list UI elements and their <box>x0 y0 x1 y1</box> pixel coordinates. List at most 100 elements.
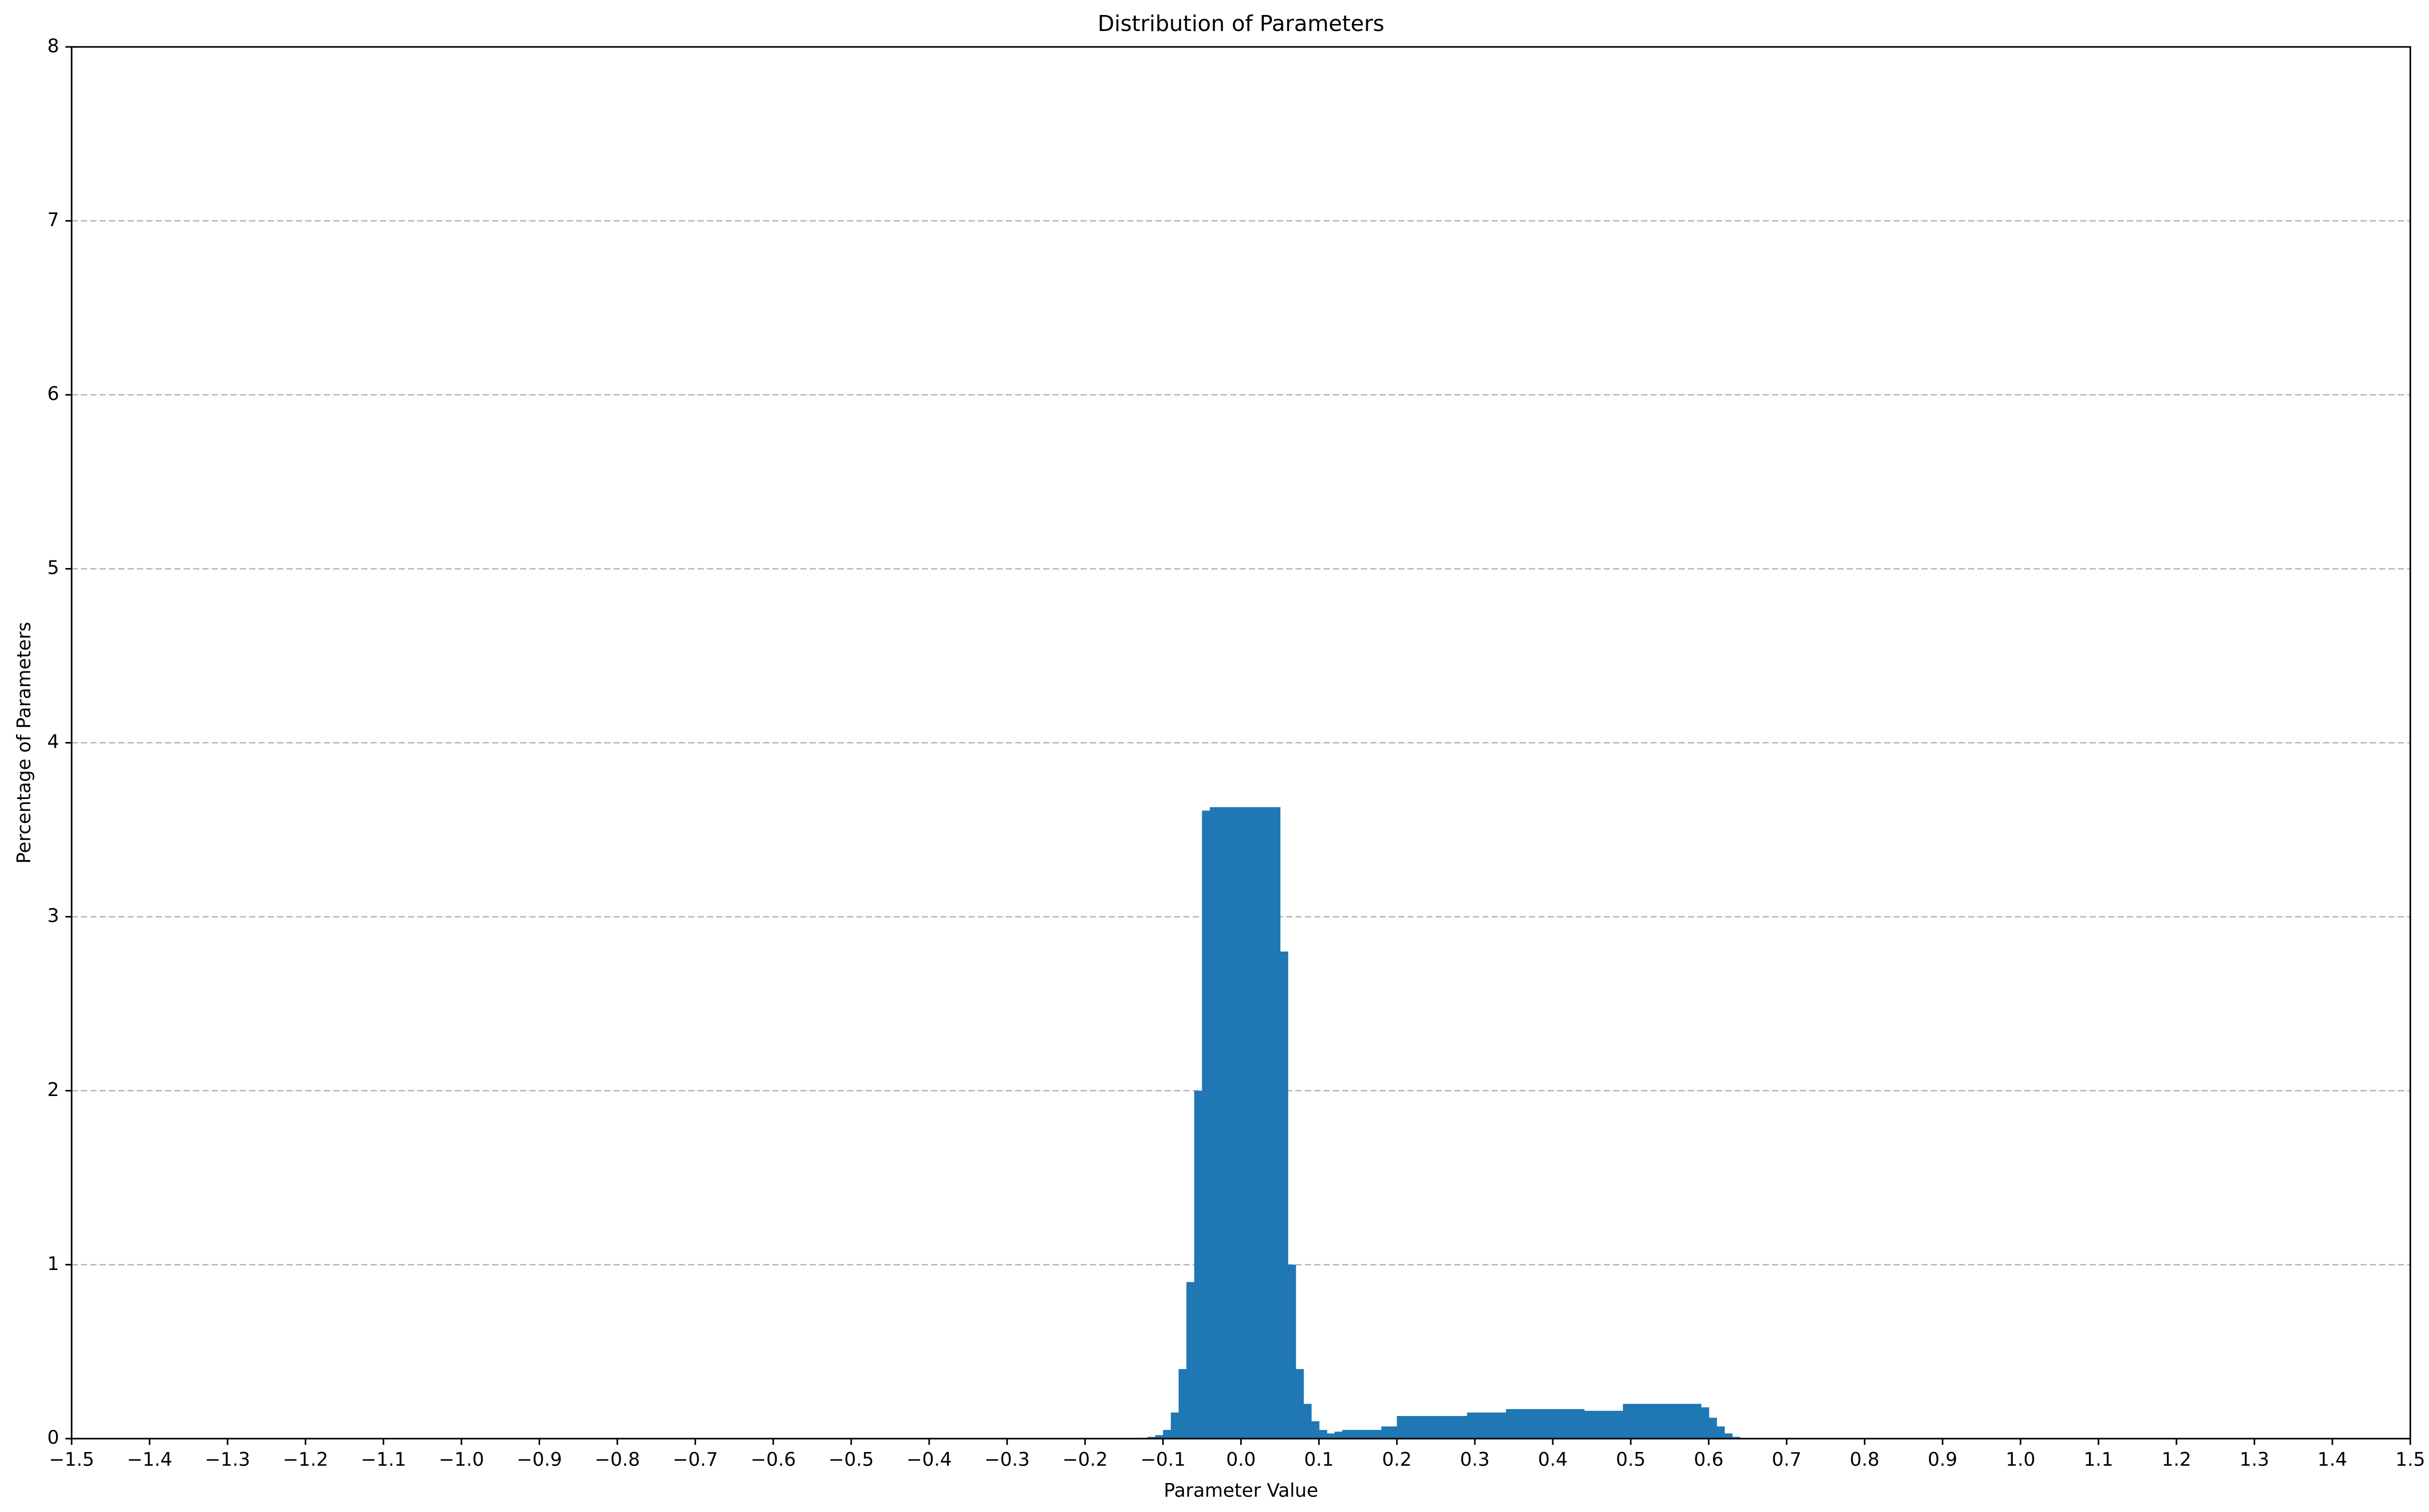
bar <box>1389 1426 1398 1439</box>
bar <box>1552 1409 1561 1439</box>
x-tick-label: −1.2 <box>283 1448 329 1470</box>
bar <box>1155 1435 1164 1439</box>
bar <box>1467 1412 1476 1439</box>
y-tick-label: 2 <box>48 1078 60 1100</box>
x-tick-label: 1.1 <box>2083 1448 2113 1470</box>
y-tick-label: 0 <box>48 1426 60 1448</box>
x-tick-label: −1.5 <box>49 1448 95 1470</box>
bar <box>1584 1410 1592 1439</box>
bar <box>1560 1409 1569 1439</box>
bar <box>1599 1410 1608 1439</box>
bar <box>1287 1264 1296 1439</box>
x-axis-label: Parameter Value <box>1164 1480 1318 1502</box>
bar <box>1326 1433 1335 1439</box>
bar <box>1607 1410 1616 1439</box>
bar <box>1529 1409 1538 1439</box>
chart-title: Distribution of Parameters <box>1098 12 1384 36</box>
bar <box>1537 1409 1546 1439</box>
bar <box>1233 807 1242 1439</box>
bar <box>1303 1404 1312 1439</box>
bar <box>1724 1433 1733 1439</box>
x-tick-label: 0.8 <box>1850 1448 1879 1470</box>
bar <box>1451 1416 1460 1439</box>
bar <box>1428 1416 1437 1439</box>
bar <box>1358 1430 1366 1439</box>
plot-frame <box>71 46 2411 1440</box>
bar <box>1498 1412 1507 1439</box>
x-tick-label: −0.3 <box>984 1448 1030 1470</box>
bar <box>1630 1404 1639 1439</box>
x-tick-label: −0.8 <box>595 1448 640 1470</box>
bar <box>1490 1412 1499 1439</box>
y-tick-label: 1 <box>48 1252 60 1274</box>
x-tick-label: −1.3 <box>205 1448 251 1470</box>
y-tick-label: 8 <box>48 34 60 56</box>
y-axis-label: Percentage of Parameters <box>13 622 35 864</box>
bar <box>1171 1412 1179 1439</box>
bar <box>1443 1416 1452 1439</box>
x-tick-label: −0.2 <box>1062 1448 1108 1470</box>
bar <box>1685 1404 1694 1439</box>
bar <box>1482 1412 1491 1439</box>
x-tick-label: 0.4 <box>1538 1448 1567 1470</box>
x-tick-label: 0.6 <box>1694 1448 1723 1470</box>
bar <box>1272 807 1281 1439</box>
bar <box>1514 1409 1522 1439</box>
y-tick-label: 7 <box>48 208 60 230</box>
x-tick-label: 0.0 <box>1226 1448 1256 1470</box>
x-tick-label: 1.3 <box>2239 1448 2269 1470</box>
bar <box>1256 807 1265 1439</box>
bar <box>1217 807 1226 1439</box>
bar <box>1210 807 1218 1439</box>
bar <box>1365 1430 1374 1439</box>
x-tick-label: 1.0 <box>2006 1448 2035 1470</box>
x-tick-label: −1.0 <box>439 1448 484 1470</box>
bar <box>1545 1409 1553 1439</box>
bar <box>1436 1416 1444 1439</box>
bar <box>1576 1409 1585 1439</box>
bar <box>1194 1090 1203 1439</box>
bar <box>1708 1418 1717 1439</box>
bar <box>1311 1421 1320 1439</box>
bar <box>1163 1430 1172 1439</box>
y-tick-label: 3 <box>48 904 60 926</box>
bar <box>1646 1404 1655 1439</box>
bar <box>1186 1282 1195 1439</box>
bar <box>1264 807 1273 1439</box>
bar <box>1225 807 1234 1439</box>
x-tick-label: −0.4 <box>907 1448 952 1470</box>
bar <box>1701 1407 1709 1439</box>
bar <box>1342 1430 1351 1439</box>
bar <box>1693 1404 1702 1439</box>
x-tick-label: 1.5 <box>2395 1448 2425 1470</box>
x-tick-label: −0.9 <box>517 1448 562 1470</box>
x-tick-label: −0.7 <box>673 1448 718 1470</box>
bar <box>1716 1426 1725 1439</box>
bar <box>1280 952 1288 1439</box>
x-tick-label: −1.4 <box>127 1448 173 1470</box>
x-tick-label: 0.2 <box>1382 1448 1411 1470</box>
bar <box>1249 807 1257 1439</box>
bar <box>1381 1426 1390 1439</box>
bar <box>1521 1409 1530 1439</box>
bar <box>1241 807 1249 1439</box>
bar <box>1662 1404 1670 1439</box>
y-tick-label: 6 <box>48 382 60 404</box>
bar <box>1412 1416 1421 1439</box>
x-tick-label: −0.1 <box>1140 1448 1186 1470</box>
bar <box>1669 1404 1678 1439</box>
bar <box>1404 1416 1413 1439</box>
x-tick-label: 1.2 <box>2161 1448 2191 1470</box>
x-tick-label: 0.9 <box>1928 1448 1957 1470</box>
x-tick-label: 0.7 <box>1772 1448 1801 1470</box>
x-tick-label: 0.1 <box>1304 1448 1334 1470</box>
bar <box>1615 1410 1624 1439</box>
x-tick-label: 0.5 <box>1616 1448 1645 1470</box>
bar <box>1623 1404 1631 1439</box>
bar <box>1178 1369 1187 1439</box>
bar <box>1373 1430 1382 1439</box>
bar <box>1475 1412 1483 1439</box>
bar <box>1397 1416 1405 1439</box>
